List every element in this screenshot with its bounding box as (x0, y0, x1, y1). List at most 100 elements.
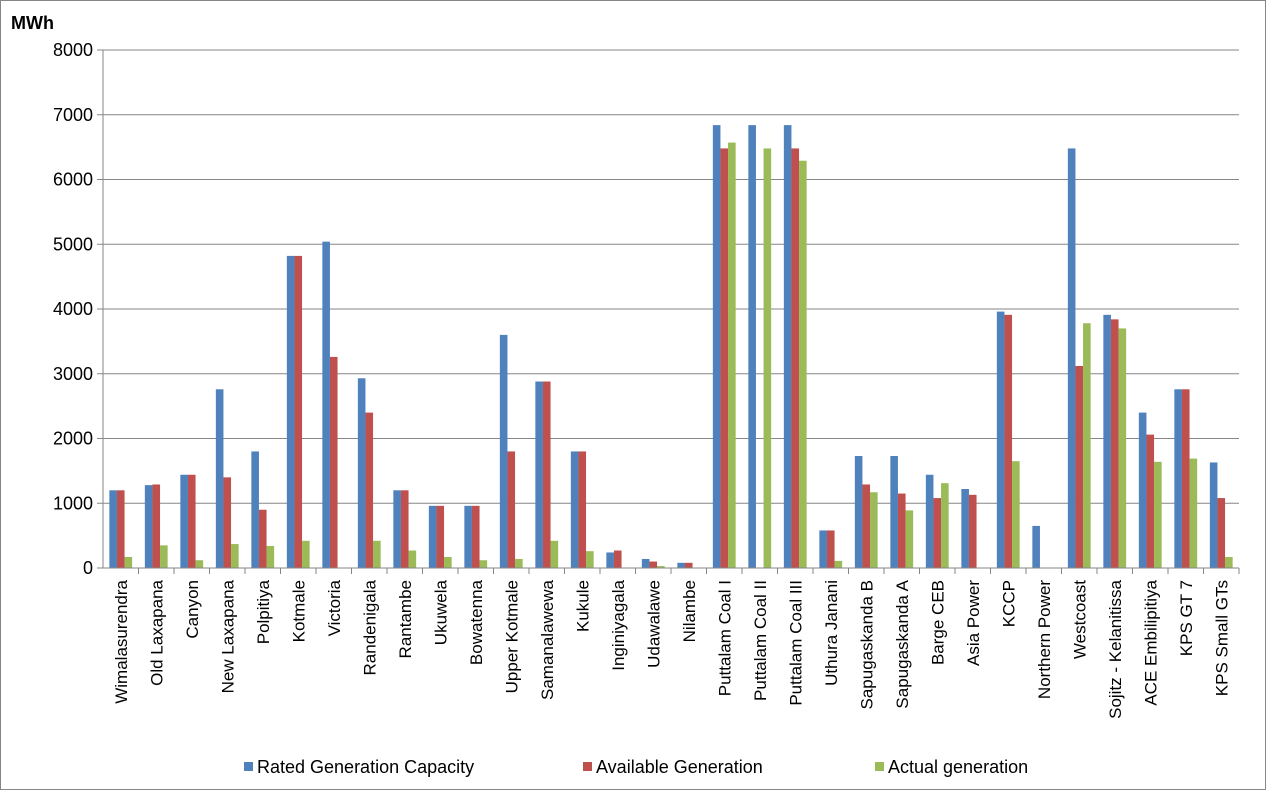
x-tick-label: KPS Small GTs (1212, 580, 1231, 696)
x-tick-label: Northern Power (1035, 580, 1054, 699)
y-axis-ticks: 0 1000 2000 3000 4000 5000 6000 7000 8000 (53, 40, 103, 578)
y-tick-label: 2000 (53, 429, 93, 449)
legend-label: Rated Generation Capacity (257, 757, 474, 777)
bar (444, 556, 452, 568)
y-unit-label: MWh (11, 13, 54, 33)
bar (393, 490, 401, 568)
bar (507, 451, 516, 568)
bar (933, 498, 942, 568)
bar (1154, 461, 1162, 568)
bar (905, 510, 914, 568)
x-tick-label: Ukuwela (431, 579, 450, 645)
x-tick-label: Uthura Janani (822, 580, 841, 686)
bar (215, 389, 224, 568)
bar (641, 558, 650, 568)
bar (499, 334, 508, 568)
legend: Rated Generation Capacity Available Gener… (244, 757, 1028, 777)
bar (1004, 314, 1013, 568)
bar (1174, 389, 1182, 568)
bar (1118, 328, 1127, 568)
bar (925, 474, 934, 568)
y-tick-label: 8000 (53, 40, 93, 60)
bar (436, 505, 445, 568)
bar (1138, 412, 1147, 568)
bar (961, 489, 969, 568)
x-tick-label: Kotmale (289, 580, 308, 642)
y-tick-label: 4000 (53, 299, 93, 319)
x-tick-label: Old Laxapana (147, 579, 166, 685)
bar (1146, 434, 1155, 568)
x-tick-label: Barge CEB (928, 580, 947, 665)
legend-swatch (583, 762, 592, 771)
x-tick-label: Canyon (183, 580, 202, 639)
x-tick-label: Kukule (573, 580, 592, 632)
x-tick-label: Asia Power (964, 580, 983, 666)
bar (116, 490, 125, 568)
bar (408, 550, 417, 568)
bar (684, 562, 693, 568)
bar (826, 530, 835, 568)
bars (109, 125, 1233, 569)
x-tick-label: Polpitiya (254, 579, 273, 644)
bar (542, 381, 551, 568)
bar (251, 451, 259, 568)
bar (941, 483, 949, 568)
bar (400, 490, 409, 568)
bar (258, 509, 267, 568)
bar (124, 556, 133, 568)
bar (890, 455, 898, 568)
bar (570, 451, 579, 568)
bar (152, 484, 161, 568)
x-tick-label: Victoria (325, 579, 344, 636)
bar (1012, 461, 1020, 568)
bar (1209, 462, 1218, 568)
x-tick-label: Puttalam Coal I (715, 580, 734, 696)
bar (862, 484, 871, 568)
bar (160, 545, 168, 568)
bar (535, 381, 543, 568)
bar (996, 311, 1005, 568)
x-tick-label: ACE Embilipitiya (1141, 579, 1160, 705)
legend-swatch (244, 762, 253, 771)
bar (550, 540, 559, 568)
bar (1067, 148, 1076, 569)
bar (266, 545, 275, 568)
bar (748, 125, 756, 569)
x-tick-label: Sojitz - Kelanitissa (1106, 579, 1125, 718)
x-tick-label: KCCP (999, 580, 1018, 627)
bar (1225, 556, 1233, 568)
bar (1083, 323, 1091, 568)
bar (819, 530, 827, 568)
bar (1217, 498, 1226, 568)
bar (578, 451, 587, 568)
x-tick-label: Sapugaskanda A (893, 579, 912, 708)
x-tick-label: Bowatenna (467, 579, 486, 665)
bar (649, 561, 658, 568)
bar (1110, 319, 1119, 568)
legend-swatch (875, 762, 884, 771)
bar (365, 412, 374, 568)
bar (783, 125, 792, 569)
bar (712, 125, 721, 569)
x-tick-label: Nilambe (680, 580, 699, 642)
x-tick-label: Rantambe (396, 580, 415, 658)
bar (195, 560, 204, 568)
bar (322, 241, 330, 568)
y-tick-label: 7000 (53, 105, 93, 125)
bar (109, 490, 117, 568)
bar (515, 558, 523, 568)
bar (1181, 389, 1190, 568)
x-tick-label: Udawalawe (644, 580, 663, 668)
x-tick-label: Upper Kotmale (502, 580, 521, 693)
legend-label: Available Generation (596, 757, 763, 777)
y-tick-label: 5000 (53, 234, 93, 254)
x-tick-label: Inginiyagala (609, 579, 628, 670)
bar (791, 148, 800, 569)
bar (294, 255, 303, 568)
bar (180, 474, 188, 568)
bar (728, 142, 736, 568)
bar (799, 160, 807, 568)
bar (1189, 458, 1198, 568)
y-tick-label: 3000 (53, 364, 93, 384)
